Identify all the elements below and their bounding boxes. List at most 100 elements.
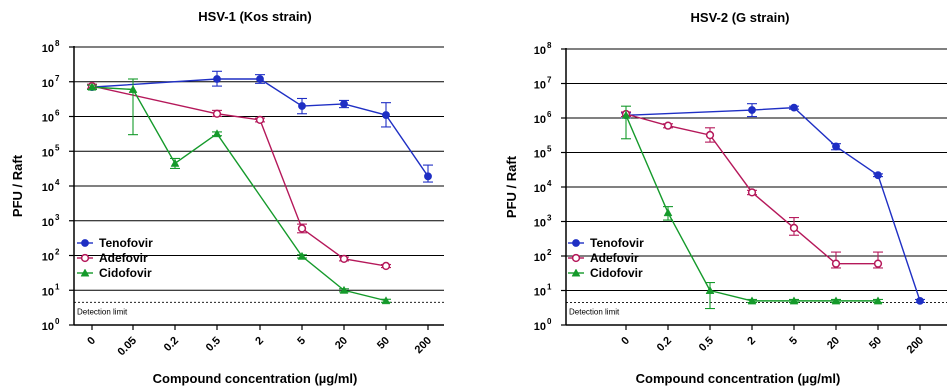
legend-marker	[80, 253, 90, 263]
data-point	[212, 109, 222, 118]
y-tick-exponent: 4	[547, 179, 552, 188]
data-point	[705, 130, 715, 140]
legend-label: Tenofovir	[590, 236, 644, 250]
series-cidofovir	[87, 78, 391, 305]
y-tick-label: 10	[534, 183, 546, 195]
legend-item-cidofovir: Cidofovir	[568, 266, 643, 280]
y-tick-exponent: 6	[547, 110, 552, 119]
y-tick-exponent: 0	[547, 317, 552, 326]
y-tick-label: 10	[534, 287, 546, 299]
data-point	[424, 172, 432, 181]
x-tick-label: 20	[333, 335, 350, 352]
data-point	[382, 111, 390, 119]
y-tick-label: 10	[534, 218, 546, 230]
y-tick-exponent: 7	[55, 74, 60, 83]
data-point	[789, 223, 799, 233]
y-tick-label: 10	[42, 286, 54, 298]
series-line	[91, 78, 429, 177]
y-tick-label: 10	[42, 78, 54, 90]
y-tick-exponent: 0	[55, 317, 60, 326]
data-point	[790, 103, 798, 112]
series-tenofovir	[621, 103, 925, 305]
data-point	[297, 224, 307, 233]
y-axis-title: PFU / Raft	[504, 155, 519, 218]
legend-label: Cidofovir	[99, 266, 152, 280]
legend-label: Adefovir	[99, 251, 148, 265]
x-tick-label: 200	[413, 335, 434, 356]
y-tick-exponent: 5	[55, 143, 60, 152]
y-tick-label: 10	[42, 252, 54, 264]
y-tick-label: 10	[534, 45, 546, 57]
y-tick-exponent: 2	[547, 248, 552, 257]
data-point	[663, 121, 673, 130]
series-line	[625, 106, 921, 302]
data-point	[255, 115, 265, 125]
data-point	[213, 75, 221, 83]
x-tick-label: 0.2	[655, 335, 674, 354]
legend-marker	[81, 239, 89, 247]
data-point	[747, 296, 757, 305]
data-point	[381, 261, 391, 271]
legend-marker	[571, 268, 581, 277]
data-point	[256, 75, 264, 83]
x-tick-label: 0	[619, 335, 632, 348]
data-point	[297, 251, 307, 260]
chart-panel-1: HSV-1 (Kos strain)10 010 110 210 310 410 510 61…	[10, 9, 444, 386]
y-tick-label: 10	[42, 217, 54, 229]
detection-limit-label: Detection limit	[569, 307, 620, 316]
series-cidofovir	[621, 105, 883, 310]
y-tick-label: 10	[534, 80, 546, 92]
y-tick-label: 10	[534, 114, 546, 126]
y-tick-label: 10	[534, 252, 546, 264]
data-point	[874, 171, 882, 180]
x-tick-label: 0	[85, 335, 98, 348]
x-axis-title: Compound concentration (µg/ml)	[153, 371, 358, 386]
x-tick-label: 2	[745, 335, 758, 348]
series-line	[91, 85, 387, 267]
y-tick-label: 10	[42, 321, 54, 333]
x-tick-label: 50	[867, 335, 884, 352]
legend-marker	[571, 253, 581, 263]
data-point	[212, 129, 222, 138]
data-point	[170, 158, 180, 167]
data-point	[381, 296, 391, 305]
x-tick-label: 2	[253, 335, 266, 348]
y-tick-exponent: 3	[547, 214, 552, 223]
y-tick-label: 10	[42, 182, 54, 194]
legend-item-cidofovir: Cidofovir	[77, 266, 152, 280]
y-tick-exponent: 1	[547, 283, 552, 292]
series-adefovir	[87, 81, 391, 271]
data-point	[339, 285, 349, 294]
x-tick-label: 0.05	[115, 335, 139, 359]
y-tick-exponent: 3	[55, 213, 60, 222]
series-line	[625, 114, 878, 302]
y-tick-exponent: 8	[55, 39, 60, 48]
data-point	[705, 285, 715, 294]
chart-title: HSV-1 (Kos strain)	[198, 9, 311, 24]
data-point	[873, 296, 883, 305]
legend-label: Cidofovir	[590, 266, 643, 280]
y-tick-exponent: 7	[547, 76, 552, 85]
chart-title: HSV-2 (G strain)	[691, 10, 790, 25]
data-point	[873, 259, 883, 268]
legend-label: Adefovir	[590, 251, 639, 265]
y-axis-title: PFU / Raft	[10, 154, 25, 217]
data-point	[832, 142, 840, 151]
legend-item-adefovir: Adefovir	[568, 251, 639, 265]
legend-item-tenofovir: Tenofovir	[568, 236, 644, 250]
legend-item-adefovir: Adefovir	[77, 251, 148, 265]
data-point	[339, 254, 349, 264]
data-point	[87, 82, 97, 91]
data-point	[621, 110, 631, 119]
x-tick-label: 200	[905, 335, 926, 356]
legend-marker	[572, 239, 580, 247]
x-tick-label: 20	[825, 335, 842, 352]
x-tick-label: 0.5	[204, 335, 223, 354]
y-tick-label: 10	[42, 113, 54, 125]
data-point	[916, 296, 924, 305]
x-tick-label: 5	[787, 335, 800, 348]
data-point	[831, 296, 841, 305]
y-tick-exponent: 8	[547, 41, 552, 50]
